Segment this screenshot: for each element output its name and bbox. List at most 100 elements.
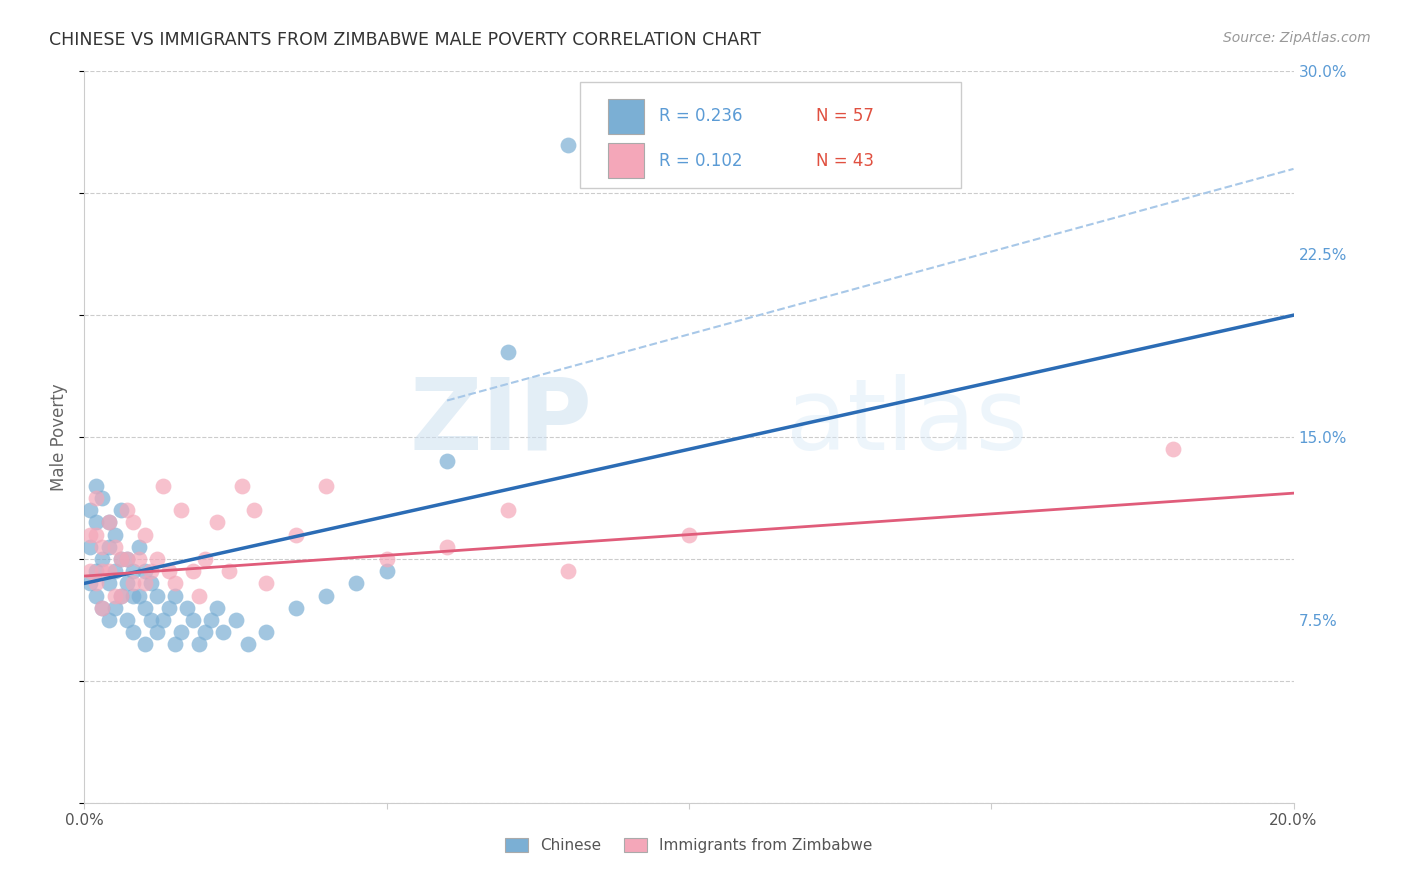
Point bbox=[115, 613, 138, 627]
Point bbox=[104, 600, 127, 615]
Point bbox=[254, 576, 277, 591]
Point bbox=[110, 552, 132, 566]
Point bbox=[128, 540, 150, 554]
Point bbox=[115, 576, 138, 591]
Point bbox=[97, 516, 120, 530]
Point bbox=[200, 613, 222, 627]
Text: CHINESE VS IMMIGRANTS FROM ZIMBABWE MALE POVERTY CORRELATION CHART: CHINESE VS IMMIGRANTS FROM ZIMBABWE MALE… bbox=[49, 31, 761, 49]
Point bbox=[121, 576, 143, 591]
Point bbox=[346, 576, 368, 591]
Point bbox=[134, 527, 156, 541]
Text: N = 57: N = 57 bbox=[815, 108, 873, 126]
Point bbox=[436, 454, 458, 468]
Point bbox=[157, 600, 180, 615]
Point bbox=[194, 552, 217, 566]
Text: N = 43: N = 43 bbox=[815, 152, 875, 169]
Point bbox=[79, 576, 101, 591]
Point bbox=[128, 589, 150, 603]
Point bbox=[436, 540, 458, 554]
Point bbox=[121, 564, 143, 578]
Point bbox=[134, 637, 156, 651]
Point bbox=[557, 564, 579, 578]
Text: atlas: atlas bbox=[786, 374, 1028, 471]
Point bbox=[86, 516, 108, 530]
Point bbox=[104, 527, 127, 541]
Point bbox=[104, 564, 127, 578]
Point bbox=[115, 552, 138, 566]
FancyBboxPatch shape bbox=[581, 82, 962, 188]
Point bbox=[236, 637, 259, 651]
Point bbox=[121, 625, 143, 640]
Point bbox=[207, 600, 229, 615]
Point bbox=[146, 625, 169, 640]
Text: ZIP: ZIP bbox=[409, 374, 592, 471]
Point bbox=[86, 491, 108, 505]
Legend: Chinese, Immigrants from Zimbabwe: Chinese, Immigrants from Zimbabwe bbox=[498, 830, 880, 861]
FancyBboxPatch shape bbox=[607, 99, 644, 134]
Point bbox=[110, 589, 132, 603]
Point bbox=[110, 552, 132, 566]
Point bbox=[104, 540, 127, 554]
Point bbox=[79, 503, 101, 517]
Point bbox=[97, 516, 120, 530]
Point bbox=[110, 589, 132, 603]
Text: R = 0.102: R = 0.102 bbox=[659, 152, 742, 169]
Point bbox=[134, 600, 156, 615]
Point bbox=[115, 552, 138, 566]
Point bbox=[91, 540, 114, 554]
Point bbox=[242, 503, 264, 517]
Text: Source: ZipAtlas.com: Source: ZipAtlas.com bbox=[1223, 31, 1371, 45]
Point bbox=[152, 613, 174, 627]
Point bbox=[91, 600, 114, 615]
Point bbox=[165, 589, 187, 603]
Point bbox=[134, 564, 156, 578]
Point bbox=[97, 613, 120, 627]
Point bbox=[315, 479, 337, 493]
Point bbox=[496, 503, 519, 517]
Text: R = 0.236: R = 0.236 bbox=[659, 108, 742, 126]
Point bbox=[218, 564, 240, 578]
Point bbox=[285, 527, 308, 541]
Point bbox=[1161, 442, 1184, 457]
Point bbox=[152, 479, 174, 493]
Point bbox=[79, 527, 101, 541]
Point bbox=[170, 625, 193, 640]
Point bbox=[254, 625, 277, 640]
Point bbox=[91, 564, 114, 578]
Point bbox=[188, 589, 211, 603]
Point bbox=[146, 552, 169, 566]
Point bbox=[188, 637, 211, 651]
Point bbox=[678, 527, 700, 541]
Point bbox=[139, 613, 162, 627]
Y-axis label: Male Poverty: Male Poverty bbox=[51, 384, 69, 491]
Point bbox=[165, 576, 187, 591]
Point bbox=[557, 137, 579, 152]
Point bbox=[496, 344, 519, 359]
Point bbox=[139, 576, 162, 591]
Point bbox=[97, 576, 120, 591]
Point bbox=[207, 516, 229, 530]
Point bbox=[128, 552, 150, 566]
Point bbox=[315, 589, 337, 603]
Point bbox=[79, 540, 101, 554]
Point bbox=[165, 637, 187, 651]
Point bbox=[86, 564, 108, 578]
Point bbox=[91, 552, 114, 566]
Point bbox=[115, 503, 138, 517]
Point bbox=[375, 564, 398, 578]
Point bbox=[134, 576, 156, 591]
Point bbox=[170, 503, 193, 517]
Point bbox=[194, 625, 217, 640]
Point bbox=[104, 589, 127, 603]
Point bbox=[86, 527, 108, 541]
Point bbox=[91, 600, 114, 615]
Point bbox=[97, 540, 120, 554]
Point bbox=[375, 552, 398, 566]
Point bbox=[110, 503, 132, 517]
Point bbox=[176, 600, 198, 615]
Point bbox=[121, 589, 143, 603]
Point bbox=[225, 613, 247, 627]
Point bbox=[79, 564, 101, 578]
FancyBboxPatch shape bbox=[607, 144, 644, 178]
Point bbox=[231, 479, 253, 493]
